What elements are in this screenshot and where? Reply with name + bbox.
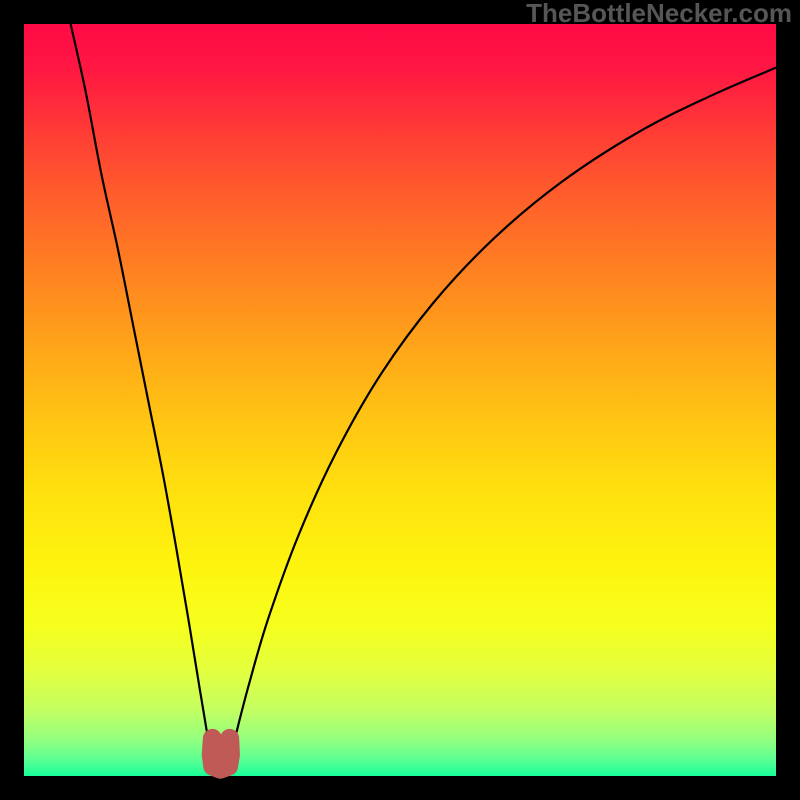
bottleneck-curve-svg: [24, 24, 776, 776]
curve-right-branch: [231, 68, 776, 758]
curve-left-branch: [71, 24, 212, 757]
watermark-text: TheBottleNecker.com: [526, 0, 792, 29]
plot-area: [24, 24, 776, 776]
trough-marker: [211, 738, 230, 769]
